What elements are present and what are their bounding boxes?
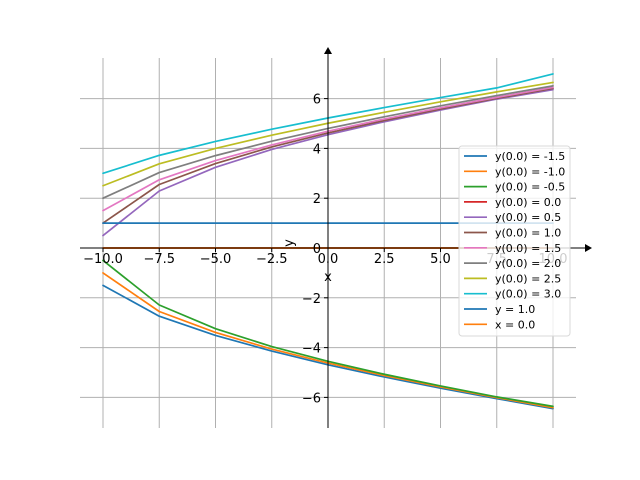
y-tick-label-5: 4 bbox=[313, 142, 321, 157]
legend-label-3: y(0.0) = 0.0 bbox=[495, 196, 561, 209]
legend-label-8: y(0.0) = 2.5 bbox=[495, 272, 561, 285]
legend-label-2: y(0.0) = -0.5 bbox=[495, 181, 565, 194]
legend-label-6: y(0.0) = 1.5 bbox=[495, 242, 561, 255]
tick-labels: −10.0−7.5−5.0−2.50.02.55.07.510.0−6−4−20… bbox=[83, 93, 567, 407]
y-tick-label-0: −6 bbox=[302, 391, 321, 406]
x-tick-label-6: 5.0 bbox=[430, 252, 451, 267]
legend-label-1: y(0.0) = -1.0 bbox=[495, 165, 565, 178]
x-axis-label: x bbox=[324, 270, 332, 285]
x-tick-label-2: −5.0 bbox=[200, 252, 232, 267]
x-tick-label-5: 2.5 bbox=[374, 252, 395, 267]
legend-label-7: y(0.0) = 2.0 bbox=[495, 257, 561, 270]
legend-label-0: y(0.0) = -1.5 bbox=[495, 150, 565, 163]
y-axis-label: y bbox=[282, 239, 297, 247]
legend: y(0.0) = -1.5 y(0.0) = -1.0 y(0.0) = -0.5 y… bbox=[458, 145, 571, 337]
legend-label-11: x = 0.0 bbox=[495, 318, 535, 331]
x-tick-label-4: 0.0 bbox=[318, 252, 339, 267]
x-tick-label-3: −2.5 bbox=[256, 252, 288, 267]
y-tick-label-2: −2 bbox=[302, 292, 321, 307]
legend-box bbox=[458, 145, 571, 337]
y-tick-label-3: 0 bbox=[313, 242, 321, 257]
legend-label-4: y(0.0) = 0.5 bbox=[495, 211, 561, 224]
y-axis-arrow-icon bbox=[324, 47, 332, 54]
x-axis-arrow-icon bbox=[585, 244, 592, 252]
x-tick-label-0: −10.0 bbox=[83, 252, 123, 267]
y-tick-label-4: 2 bbox=[313, 192, 321, 207]
legend-label-5: y(0.0) = 1.0 bbox=[495, 227, 561, 240]
y-tick-label-6: 6 bbox=[313, 93, 321, 108]
x-tick-label-1: −7.5 bbox=[143, 252, 175, 267]
y-tick-label-1: −4 bbox=[302, 342, 321, 357]
legend-label-9: y(0.0) = 3.0 bbox=[495, 288, 561, 301]
legend-label-10: y = 1.0 bbox=[495, 303, 535, 316]
